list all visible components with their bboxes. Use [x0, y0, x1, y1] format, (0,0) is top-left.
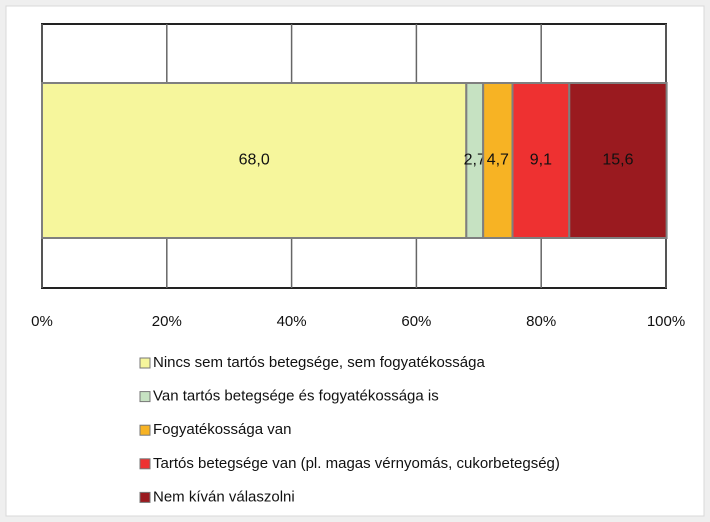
data-label: 15,6 — [602, 152, 633, 169]
x-tick-label: 20% — [152, 313, 182, 330]
x-tick-label: 80% — [526, 313, 556, 330]
x-tick-label: 0% — [31, 313, 53, 330]
legend-label: Fogyatékossága van — [153, 421, 291, 438]
legend-swatch — [139, 424, 151, 436]
bar-segment — [511, 82, 571, 239]
legend-swatch — [139, 458, 151, 470]
x-tick-label: 100% — [647, 313, 685, 330]
legend-swatch — [139, 357, 151, 369]
legend-label: Nincs sem tartós betegsége, sem fogyaték… — [153, 354, 485, 371]
legend-label: Tartós betegsége van (pl. magas vérnyomá… — [153, 455, 560, 472]
legend-swatch — [139, 491, 151, 503]
data-label: 68,0 — [239, 152, 270, 169]
legend-label: Nem kíván válaszolni — [153, 488, 295, 505]
data-label: 2,7 — [464, 152, 486, 169]
data-label: 4,7 — [487, 152, 509, 169]
data-label: 9,1 — [530, 152, 552, 169]
legend-label: Van tartós betegsége és fogyatékossága i… — [153, 388, 439, 405]
legend-swatch — [139, 391, 151, 403]
x-tick-label: 60% — [401, 313, 431, 330]
x-tick-label: 40% — [277, 313, 307, 330]
bar-segment — [41, 82, 468, 239]
bar-segment — [568, 82, 668, 239]
